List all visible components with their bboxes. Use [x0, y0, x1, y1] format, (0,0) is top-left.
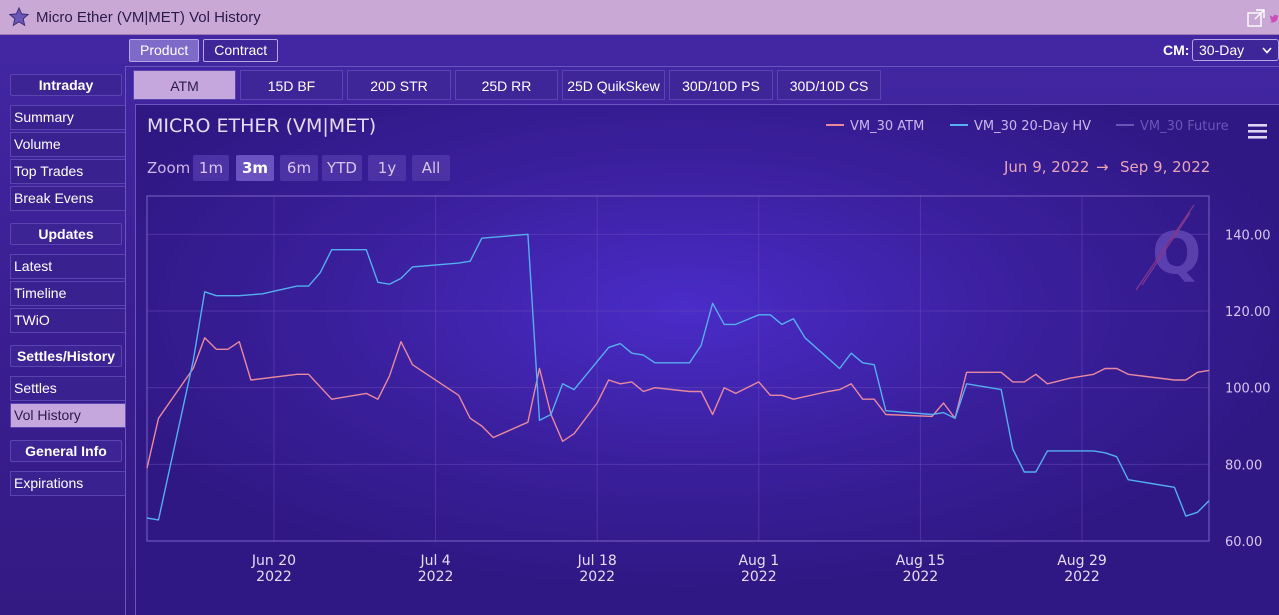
legend-future[interactable]: VM_30 Future — [1140, 119, 1229, 134]
sidebar-item-latest[interactable]: Latest — [10, 254, 126, 279]
popout-icon[interactable] — [1247, 9, 1265, 27]
tab-15d-bf[interactable]: 15D BF — [240, 70, 343, 100]
zoom-button-label: YTD — [326, 159, 357, 177]
sidebar-item-vol-history[interactable]: Vol History — [10, 403, 126, 428]
cm-label: CM: — [1163, 42, 1190, 58]
sidebar-header-settles-history: Settles/History — [10, 345, 122, 367]
tab-20d-str[interactable]: 20D STR — [347, 70, 451, 100]
sidebar-header-intraday: Intraday — [10, 74, 122, 96]
zoom-button-ytd[interactable] — [322, 155, 362, 181]
zoom-button-label: All — [422, 159, 441, 177]
chart-background — [136, 105, 1279, 615]
x-tick-label: Aug 1 — [738, 553, 779, 569]
x-tick-year: 2022 — [579, 569, 615, 585]
sidebar-item-expirations[interactable]: Expirations — [10, 471, 126, 496]
sidebar-item-top-trades[interactable]: Top Trades — [10, 159, 126, 184]
q-watermark-logo: Q — [1135, 204, 1201, 291]
x-tick-year: 2022 — [903, 569, 939, 585]
range-arrow: → — [1096, 158, 1109, 176]
x-tick-label: Jun 20 — [251, 553, 296, 569]
range-from[interactable]: Jun 9, 2022 — [1003, 158, 1089, 176]
x-tick-year: 2022 — [741, 569, 777, 585]
x-tick-year: 2022 — [1064, 569, 1100, 585]
x-tick-label: Aug 29 — [1057, 553, 1107, 569]
content-panel — [125, 66, 1279, 615]
window-title: Micro Ether (VM|MET) Vol History — [36, 8, 261, 26]
zoom-label: Zoom — [147, 159, 190, 177]
tab-atm[interactable]: ATM — [133, 70, 236, 100]
chart-title: MICRO ETHER (VM|MET) — [147, 115, 376, 137]
tab-25d-rr[interactable]: 25D RR — [455, 70, 558, 100]
zoom-button-6m[interactable] — [280, 155, 318, 181]
x-tick-year: 2022 — [256, 569, 292, 585]
tab-30d-10d-ps[interactable]: 30D/10D PS — [669, 70, 773, 100]
twitter-icon[interactable] — [1269, 9, 1279, 27]
legend-hv[interactable]: VM_30 20-Day HV — [974, 119, 1091, 134]
cm-select-value: 30-Day — [1199, 42, 1245, 58]
sidebar-item-volume[interactable]: Volume — [10, 132, 126, 157]
sidebar-nav: Intraday Summary Volume Top Trades Break… — [10, 74, 126, 496]
metric-tabs: ATM 15D BF 20D STR 25D RR 25D QuikSkew 3… — [133, 70, 881, 100]
zoom-button-label: 1m — [199, 159, 223, 177]
x-tick-year: 2022 — [418, 569, 454, 585]
sidebar-item-break-evens[interactable]: Break Evens — [10, 186, 126, 211]
zoom-button-label: 6m — [287, 159, 311, 177]
product-button[interactable]: Product — [129, 39, 200, 62]
sidebar-header-general-info: General Info — [10, 440, 122, 462]
zoom-button-1y[interactable] — [368, 155, 406, 181]
chevron-down-icon — [1262, 47, 1272, 54]
zoom-button-label: 1y — [378, 159, 397, 177]
sidebar-item-summary[interactable]: Summary — [10, 105, 126, 130]
plot-frame — [146, 195, 1210, 542]
tab-30d-10d-cs[interactable]: 30D/10D CS — [777, 70, 881, 100]
tab-25d-quikskew[interactable]: 25D QuikSkew — [562, 70, 665, 100]
sidebar-header-updates: Updates — [10, 223, 122, 245]
contract-button[interactable]: Contract — [203, 39, 279, 62]
series-line-20day-hv[interactable] — [146, 233, 1210, 521]
vol-history-chart: MICRO ETHER (VM|MET) VM_30 ATM VM_30 20-… — [136, 105, 1279, 615]
zoom-button-label: 3m — [242, 159, 268, 177]
x-tick-label: Aug 15 — [896, 553, 946, 569]
range-to[interactable]: Sep 9, 2022 — [1120, 158, 1210, 176]
sidebar-item-settles[interactable]: Settles — [10, 376, 126, 401]
y-tick-label: 140.00 — [1225, 228, 1271, 243]
y-tick-label: 60.00 — [1225, 535, 1262, 550]
sidebar-item-timeline[interactable]: Timeline — [10, 281, 126, 306]
x-tick-label: Jul 4 — [419, 553, 450, 569]
y-tick-label: 120.00 — [1225, 305, 1271, 320]
chart-panel: MICRO ETHER (VM|MET) VM_30 ATM VM_30 20-… — [135, 104, 1279, 615]
sidebar-item-twio[interactable]: TWiO — [10, 308, 126, 333]
x-tick-label: Jul 18 — [577, 553, 617, 569]
y-tick-label: 80.00 — [1225, 458, 1262, 473]
cm-select[interactable]: 30-Day — [1192, 39, 1279, 61]
zoom-button-1m[interactable] — [193, 155, 229, 181]
zoom-buttons: 1m 3m 6m YTD 1y All — [193, 155, 450, 181]
watermark-letter: Q — [1152, 219, 1201, 287]
y-tick-label: 100.00 — [1225, 382, 1271, 397]
star-icon[interactable] — [8, 6, 30, 28]
window-titlebar: Micro Ether (VM|MET) Vol History — [0, 0, 1279, 35]
series-line-atm[interactable] — [146, 337, 1210, 469]
product-contract-toggle: Product Contract — [129, 39, 279, 62]
zoom-button-all[interactable] — [412, 155, 450, 181]
chart-legend: VM_30 ATM VM_30 20-Day HV VM_30 Future — [826, 119, 1229, 134]
hamburger-menu-icon[interactable] — [1248, 124, 1267, 139]
zoom-button-3m[interactable] — [236, 155, 274, 181]
legend-atm[interactable]: VM_30 ATM — [850, 119, 924, 134]
